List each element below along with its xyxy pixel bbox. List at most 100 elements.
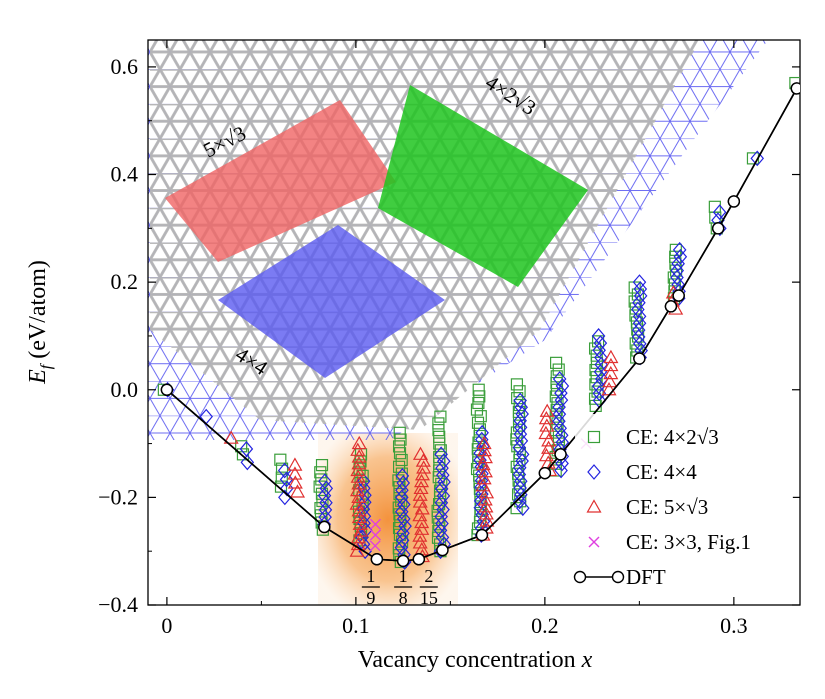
triangle-point — [412, 507, 428, 522]
diamond-point — [513, 426, 528, 443]
diamond-point — [552, 413, 566, 430]
diamond-point — [395, 482, 409, 499]
triangle-point — [412, 535, 428, 549]
legend-item: CE: 5×√3 — [586, 495, 708, 519]
triangle-point — [602, 373, 618, 388]
y-tick-label: −0.4 — [98, 592, 138, 617]
triangle-point — [478, 506, 494, 520]
fraction-label: 19 — [361, 566, 380, 608]
triangle-point — [351, 503, 367, 517]
inset-lattice: 5×√3 4×2√3 4×4 — [148, 40, 768, 440]
diamond-point — [435, 515, 449, 532]
triangle-point — [351, 435, 367, 450]
cell-4x2root3 — [378, 85, 588, 287]
fraction-denominator: 9 — [366, 588, 375, 608]
triangle-point — [349, 496, 365, 510]
triangle-point — [350, 462, 366, 477]
square-point — [392, 440, 406, 453]
dft-point-top — [672, 289, 685, 302]
square-point — [314, 466, 327, 479]
diamond-point — [750, 150, 765, 167]
y-tick-label: −0.2 — [98, 484, 138, 509]
square-point — [746, 152, 760, 165]
diamond-point — [512, 466, 527, 483]
diamond-point — [475, 486, 489, 503]
x-tick-label: 0 — [161, 613, 172, 638]
diamond-point — [631, 322, 646, 339]
legend-label: CE: 3×3, Fig.1 — [626, 530, 751, 554]
square-point — [432, 424, 445, 437]
triangle-point — [479, 485, 495, 499]
square-point — [474, 410, 487, 423]
fraction-numerator: 1 — [399, 566, 408, 586]
triangle-point — [412, 528, 428, 542]
fraction-label: 18 — [394, 566, 413, 608]
y-tick-label: 0.6 — [111, 54, 139, 79]
diamond-point — [279, 471, 294, 488]
square-point — [275, 471, 288, 484]
legend-item: CE: 3×3, Fig.1 — [588, 530, 751, 554]
triangle-point — [350, 530, 366, 544]
diamond-point — [592, 385, 607, 402]
diamond-point — [398, 518, 412, 535]
triangle-point — [223, 430, 239, 444]
y-tick-label: 0.2 — [111, 269, 139, 294]
triangle-point — [475, 478, 491, 492]
diamond-point — [474, 479, 488, 496]
diamond-point — [552, 406, 567, 423]
triangle-point — [476, 471, 492, 485]
diamond-point — [513, 480, 527, 496]
triangle-point — [541, 440, 557, 454]
legend-label: DFT — [626, 565, 666, 589]
dft-point-top — [160, 383, 174, 396]
diamond-point — [592, 342, 606, 359]
diamond-point — [515, 446, 530, 463]
diamond-point — [673, 248, 688, 265]
diamond-point — [395, 467, 410, 484]
diamond-point — [395, 532, 410, 549]
diamond-point — [591, 378, 606, 395]
triangle-point — [287, 475, 303, 489]
triangle-point — [350, 442, 366, 456]
square-point — [472, 396, 485, 410]
triangle-point — [538, 447, 554, 462]
triangle-point — [349, 482, 366, 497]
dft-point-top — [436, 543, 449, 557]
triangle-point — [352, 516, 368, 530]
triangle-point — [475, 456, 491, 471]
triangle-point — [350, 469, 366, 483]
square-point — [395, 453, 408, 467]
dft-point-top — [412, 553, 426, 566]
square-point — [510, 502, 523, 515]
diamond-point — [672, 241, 687, 258]
triangle-point — [287, 457, 303, 471]
triangle-point — [412, 494, 428, 508]
square-point — [473, 390, 486, 403]
legend-item: CE: 4×2√3 — [587, 425, 719, 449]
diamond-point — [513, 392, 527, 409]
square-point — [393, 426, 406, 439]
legend-marker — [588, 536, 600, 548]
triangle-point — [289, 484, 306, 498]
triangle-point — [287, 466, 303, 480]
diamond-point — [277, 462, 292, 479]
triangle-point — [353, 523, 369, 537]
dft-point-top — [538, 466, 552, 480]
square-point — [393, 447, 407, 460]
diamond-point — [515, 406, 529, 422]
diamond-point — [395, 489, 409, 506]
triangle-point — [538, 425, 554, 440]
legend-marker — [587, 464, 601, 480]
triangle-point — [351, 509, 367, 524]
square-point — [433, 518, 446, 531]
triangle-point — [477, 449, 493, 464]
cell-4x4 — [218, 225, 445, 378]
diamond-point — [555, 455, 569, 472]
fraction-denominator: 8 — [399, 588, 408, 608]
triangle-point — [414, 473, 430, 488]
y-tick-label: 0.0 — [111, 377, 139, 402]
diamond-point — [396, 475, 411, 491]
legend-item: DFT — [573, 565, 666, 589]
legend-item: CE: 4×4 — [587, 460, 697, 484]
diamond-point — [474, 472, 489, 489]
